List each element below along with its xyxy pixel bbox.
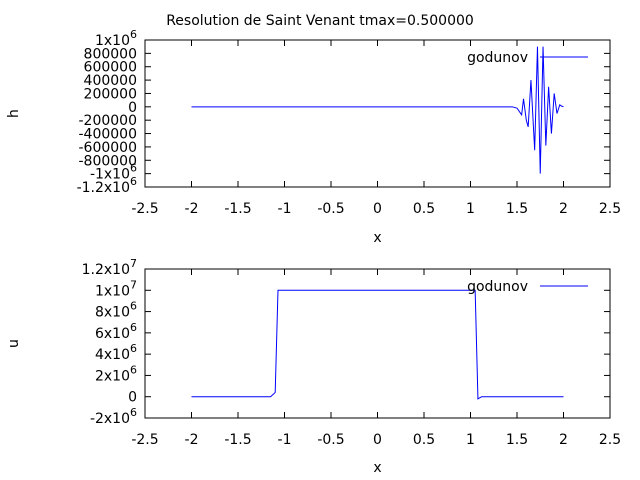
y-tick-label: 2x106: [95, 363, 137, 384]
y-tick-label-base: -200000: [79, 113, 138, 129]
y-tick-label-base: 4x10: [95, 347, 130, 363]
y-tick-label-base: -2x10: [90, 411, 130, 427]
x-tick-label: -1: [278, 201, 292, 217]
y-tick-label-base: -400000: [79, 127, 138, 143]
y-tick-label-base: 8x10: [95, 305, 130, 321]
x-tick-label: -1: [278, 432, 292, 448]
y-tick-label: -800000: [79, 153, 138, 169]
y-tick-label-exponent: 6: [130, 321, 137, 334]
y-tick-label-base: -1x10: [90, 167, 130, 183]
y-tick-label-exponent: 6: [130, 300, 137, 313]
x-tick-label: 0.5: [413, 201, 435, 217]
y-tick-label-base: 800000: [84, 46, 137, 62]
y-tick-label: -400000: [79, 127, 138, 143]
y-tick-label-exponent: 6: [130, 363, 137, 376]
y-tick-label: 6x106: [95, 321, 137, 342]
x-tick-label: -1.5: [224, 432, 251, 448]
legend-label: godunov: [467, 279, 528, 295]
x-tick-label: -1.5: [224, 201, 251, 217]
x-tick-label: 0.5: [413, 432, 435, 448]
y-tick-label: 1x106: [95, 28, 137, 49]
y-tick-label-base: 2x10: [95, 368, 130, 384]
y-tick-label-exponent: 6: [130, 175, 137, 188]
x-tick-label: 0: [373, 201, 382, 217]
plot-frame: [144, 268, 611, 419]
y-tick-label-base: 0: [128, 100, 137, 116]
x-tick-label: 0: [373, 432, 382, 448]
y-tick-label: -1.2x106: [77, 175, 137, 196]
y-tick-label-exponent: 7: [130, 257, 137, 270]
x-axis-label: x: [373, 460, 381, 476]
plot-u: -2.5 -2 -1.5 -1 -0.5 0 0.5 1 1.5 2 2.5-2x10602x106…: [6, 257, 621, 476]
chart-title: Resolution de Saint Venant tmax=0.500000: [166, 13, 474, 29]
y-tick-label: 4x106: [95, 342, 137, 363]
y-tick-label: 800000: [84, 46, 137, 62]
legend-label: godunov: [467, 50, 528, 66]
x-tick-label: -0.5: [317, 201, 344, 217]
y-tick-label: -600000: [79, 140, 138, 156]
y-tick-label-base: 200000: [84, 86, 137, 102]
y-tick-label: 1x107: [95, 278, 137, 299]
y-tick-label: 0: [128, 390, 137, 406]
x-tick-label: -2: [185, 201, 199, 217]
y-axis-label: u: [6, 339, 22, 348]
y-tick-label: 0: [128, 100, 137, 116]
y-tick-label-base: 400000: [84, 73, 137, 89]
y-tick-label: -200000: [79, 113, 138, 129]
x-tick-label: -0.5: [317, 432, 344, 448]
x-tick-label: 1.5: [506, 432, 528, 448]
y-tick-label: 1.2x107: [82, 257, 137, 278]
x-tick-label: 1: [466, 432, 475, 448]
y-tick-label: 600000: [84, 60, 137, 76]
y-tick-label-base: 1x10: [95, 283, 130, 299]
y-tick-label-base: 6x10: [95, 326, 130, 342]
y-tick-label-base: 600000: [84, 60, 137, 76]
x-tick-label: 1: [466, 201, 475, 217]
y-tick-label: 8x106: [95, 300, 137, 321]
y-tick-label: -2x106: [90, 406, 137, 427]
x-tick-label: -2: [185, 432, 199, 448]
y-tick-label-base: 1x10: [95, 33, 130, 49]
y-tick-label-exponent: 6: [130, 342, 137, 355]
y-tick-label-exponent: 6: [130, 28, 137, 41]
x-tick-label: 2: [559, 432, 568, 448]
series-line-godunov: [191, 46, 564, 174]
y-tick-label-base: 0: [128, 390, 137, 406]
x-tick-label: 2.5: [599, 201, 621, 217]
series-line-godunov: [191, 289, 564, 400]
y-tick-label-base: -800000: [79, 153, 138, 169]
y-tick-label: 400000: [84, 73, 137, 89]
x-tick-label: 2: [559, 201, 568, 217]
x-tick-label: 1.5: [506, 201, 528, 217]
y-tick-label-exponent: 6: [130, 406, 137, 419]
x-tick-label: -2.5: [131, 432, 158, 448]
y-tick-label: 200000: [84, 86, 137, 102]
y-axis-label: h: [6, 109, 22, 118]
y-tick-label-exponent: 7: [130, 278, 137, 291]
x-axis-label: x: [373, 230, 381, 246]
y-tick-label-exponent: 6: [130, 162, 137, 175]
x-tick-label: 2.5: [599, 432, 621, 448]
y-tick-label-base: -1.2x10: [77, 180, 130, 196]
y-tick-label: -1x106: [90, 162, 137, 183]
y-tick-label-base: 1.2x10: [82, 262, 130, 278]
x-tick-label: -2.5: [131, 201, 158, 217]
y-tick-label-base: -600000: [79, 140, 138, 156]
plot-h: -2.5 -2 -1.5 -1 -0.5 0 0.5 1 1.5 2 2.5-1.2x106-1x1…: [6, 28, 621, 246]
